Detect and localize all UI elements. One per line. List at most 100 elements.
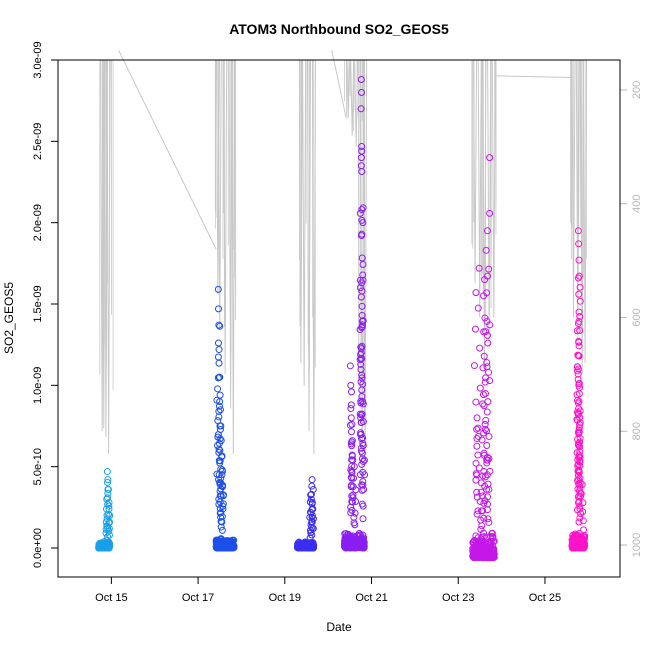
data-point [573,327,581,335]
data-point [350,474,358,482]
data-point [358,147,366,155]
y-tick-label: 5.0e-10 [32,448,44,485]
data-point [218,513,226,521]
data-point [309,485,317,493]
data-point [215,346,223,354]
data-point [357,162,365,170]
right-tick-label: 400 [631,195,643,213]
data-point [216,406,224,414]
data-point [359,260,367,268]
data-point [474,424,482,432]
data-point [105,498,113,506]
data-point [357,354,365,362]
data-point [215,359,223,367]
data-point [481,425,489,433]
data-point [359,515,367,523]
data-points [95,76,589,562]
data-point [480,514,488,522]
data-point [577,510,585,518]
data-point [478,436,486,444]
data-point [347,381,355,389]
data-point [478,522,486,530]
data-point [306,508,314,516]
pressure-spike [302,59,307,386]
data-point [307,490,315,498]
data-point [308,498,316,506]
data-point [347,414,355,422]
data-point [357,378,365,386]
data-point [219,544,227,552]
data-point [104,494,112,502]
pressure-spike [354,59,359,147]
data-point [474,451,482,459]
data-point [348,498,356,506]
data-point [480,529,488,537]
data-point [486,209,494,217]
data-point [105,531,113,539]
data-point [472,476,480,484]
data-point [477,507,485,515]
data-point [358,342,366,350]
data-point [217,437,225,445]
data-point [481,378,489,386]
data-point [575,424,583,432]
data-point [356,410,364,418]
data-point [358,254,366,262]
data-point [570,537,578,545]
data-point [358,392,366,400]
data-point [474,304,482,312]
pressure-spike [346,59,351,119]
right-tick-label: 200 [631,81,643,99]
x-tick-label: Oct 23 [442,592,474,604]
data-point [351,521,359,529]
pressure-spike [571,59,576,318]
data-point [479,364,487,372]
data-point [359,271,367,279]
data-point [576,443,584,451]
data-point [215,413,223,421]
data-point [488,529,496,537]
data-point [214,385,222,393]
data-point [349,491,357,499]
data-point [351,536,359,544]
data-point [475,464,483,472]
data-point [471,325,479,333]
data-point [473,488,481,496]
data-point [470,362,478,370]
data-point [358,410,366,418]
data-point [218,482,226,490]
data-point [358,500,366,508]
data-point [358,371,366,379]
data-point [579,517,587,525]
data-point [356,284,364,292]
y-axis-label: SO2_GEOS5 [2,282,16,354]
data-point [358,142,366,150]
plot-frame [57,59,621,578]
data-point [480,402,488,410]
data-point [473,425,481,433]
data-point [306,544,314,552]
data-point [215,321,223,329]
data-point [359,481,367,489]
data-point [218,453,226,461]
data-point [347,428,355,436]
data-point [574,370,582,378]
data-point [576,453,584,461]
data-point [469,538,477,546]
data-point [579,499,587,507]
data-point [360,456,368,464]
data-point [103,468,111,476]
data-point [575,342,583,350]
data-point [347,481,355,489]
data-point [349,542,357,550]
right-tick-label: 1000 [631,533,643,557]
y-tick-label: 2.5e-09 [32,123,44,160]
data-point [484,398,492,406]
data-point [473,414,481,422]
data-point [477,488,485,496]
data-point [580,526,588,534]
data-point [484,480,492,488]
data-point [353,543,361,551]
data-point [579,508,587,516]
